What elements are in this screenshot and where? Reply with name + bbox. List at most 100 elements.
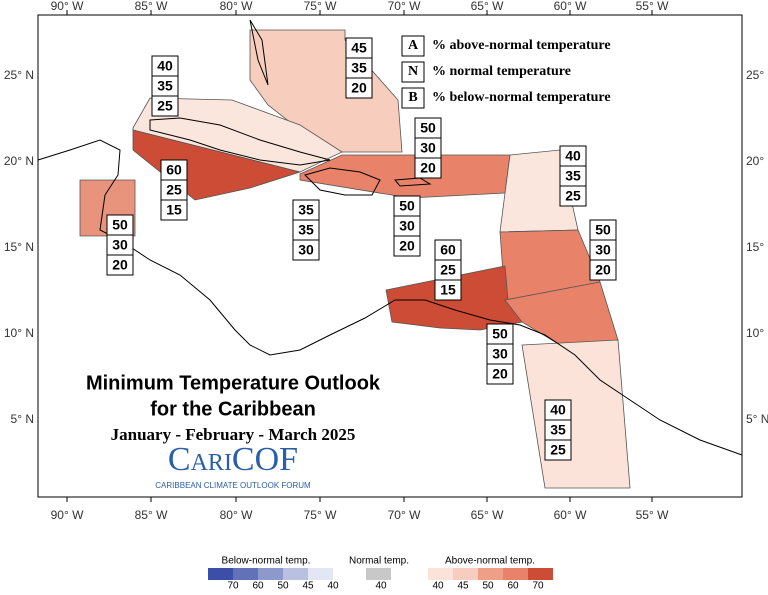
probability-value: 35 (157, 78, 173, 94)
probability-value: 50 (399, 198, 415, 214)
key-letter: B (408, 90, 417, 105)
legend-swatch (503, 568, 528, 580)
longitude-label: 90° W (51, 508, 84, 522)
latitude-label: 20° N (746, 154, 768, 168)
latitude-label: 10° N (746, 326, 768, 340)
probability-value: 40 (157, 58, 173, 74)
legend-tick: 70 (227, 581, 239, 590)
probability-value: 15 (440, 282, 456, 298)
coastline (393, 177, 432, 187)
longitude-label: 75° W (304, 508, 337, 522)
probability-value: 20 (595, 262, 611, 278)
longitude-label: 60° W (554, 508, 587, 522)
legend-label: Below-normal temp. (222, 556, 311, 567)
probability-value: 50 (112, 217, 128, 233)
logo: CariCOF (168, 441, 298, 478)
logo-subtitle: CARIBBEAN CLIMATE OUTLOOK FORUM (155, 481, 311, 490)
legend-tick: 60 (507, 581, 519, 590)
coastline (37, 139, 743, 456)
legend-label: Above-normal temp. (445, 556, 535, 567)
probability-value: 20 (112, 257, 128, 273)
probability-value: 35 (298, 202, 314, 218)
probability-cell (292, 239, 320, 261)
legend-tick: 40 (375, 581, 387, 590)
probability-cell (160, 199, 188, 221)
key-box (401, 87, 425, 109)
probability-value: 20 (351, 80, 367, 96)
probability-value: 60 (166, 162, 182, 178)
probability-cell (414, 157, 442, 179)
probability-value: 60 (440, 242, 456, 258)
title: Minimum Temperature Outlook (86, 372, 381, 394)
legend-tick: 40 (432, 581, 444, 590)
legend-tick: 50 (277, 581, 289, 590)
latitude-label: 15° N (746, 240, 768, 254)
longitude-label: 55° W (636, 508, 669, 522)
probability-value: 20 (420, 160, 436, 176)
key-letter: A (408, 38, 419, 53)
key-box (401, 61, 425, 83)
legend-swatch (283, 568, 308, 580)
probability-value: 35 (550, 422, 566, 438)
probability-cell (589, 259, 617, 281)
longitude-label: 80° W (220, 508, 253, 522)
probability-value: 40 (565, 148, 581, 164)
legend-swatch (308, 568, 333, 580)
longitude-label: 65° W (471, 0, 504, 13)
probability-cell (434, 279, 462, 301)
longitude-label: 85° W (135, 508, 168, 522)
coastlines (37, 19, 743, 456)
latitude-label: 25° N (4, 68, 34, 82)
probability-value: 35 (298, 222, 314, 238)
probability-value: 20 (399, 238, 415, 254)
latitude-label: 5° N (11, 412, 34, 426)
probability-value: 25 (440, 262, 456, 278)
legend-tick: 40 (327, 581, 339, 590)
coastline (249, 19, 269, 86)
probability-value: 30 (492, 346, 508, 362)
probability-value: 50 (492, 326, 508, 342)
region (249, 29, 403, 153)
key-text: % above-normal temperature (432, 38, 611, 53)
legend-tick: 50 (482, 581, 494, 590)
key-text: % normal temperature (432, 64, 571, 79)
longitude-label: 75° W (304, 0, 337, 13)
coastline (149, 117, 331, 166)
regions (79, 29, 631, 489)
legend-swatch (258, 568, 283, 580)
legend-swatch (366, 568, 391, 580)
key-box (401, 35, 425, 57)
longitude-label: 90° W (51, 0, 84, 13)
latitude-label: 20° N (4, 154, 34, 168)
key-text: % below-normal temperature (432, 90, 611, 105)
probability-value: 25 (166, 182, 182, 198)
probability-value: 35 (565, 168, 581, 184)
coastline (304, 167, 381, 196)
probability-cell (151, 95, 179, 117)
probability-value: 25 (157, 98, 173, 114)
legend-tick: 45 (457, 581, 469, 590)
probability-cell (544, 439, 572, 461)
probability-value: 20 (492, 366, 508, 382)
longitude-label: 70° W (388, 508, 421, 522)
probability-value: 30 (595, 242, 611, 258)
probability-value: 50 (595, 222, 611, 238)
probability-cell (345, 77, 373, 99)
longitude-label: 55° W (636, 0, 669, 13)
legend-tick: 60 (252, 581, 264, 590)
legend-tick: 70 (532, 581, 544, 590)
probability-value: 25 (565, 188, 581, 204)
probability-value: 50 (420, 120, 436, 136)
legend-swatch (528, 568, 553, 580)
longitude-label: 70° W (388, 0, 421, 13)
legend-swatch (208, 568, 233, 580)
latitude-label: 10° N (4, 326, 34, 340)
legend-label: Normal temp. (349, 556, 409, 567)
probability-cell (486, 363, 514, 385)
title: for the Caribbean (150, 398, 316, 420)
probability-cell (393, 235, 421, 257)
legend-swatch (428, 568, 453, 580)
longitude-label: 65° W (471, 508, 504, 522)
probability-value: 30 (420, 140, 436, 156)
